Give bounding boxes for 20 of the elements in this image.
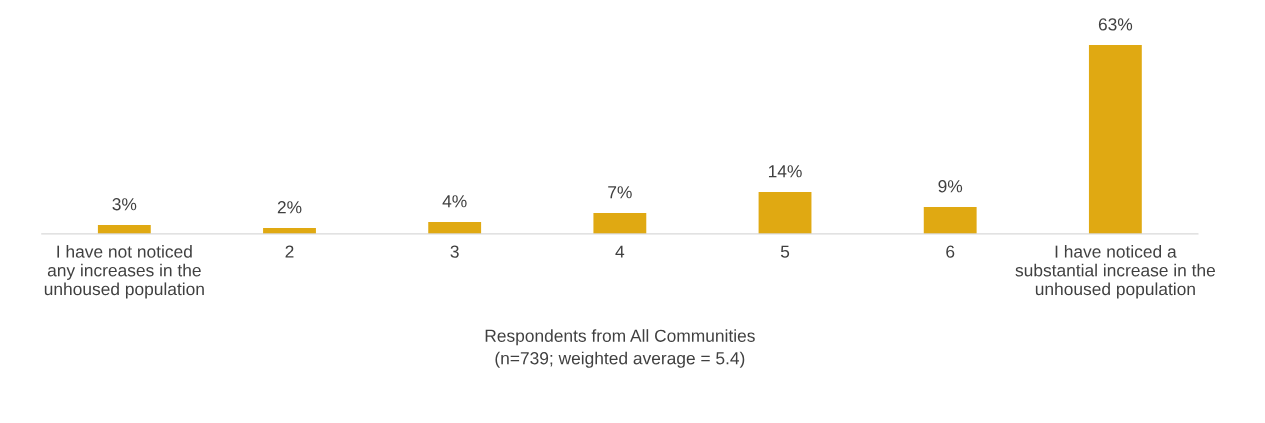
bar (593, 212, 647, 234)
x-tick-label: 2 (285, 245, 294, 258)
bar (923, 206, 977, 234)
x-tick-label: I have noticed a substantial increase in the unhoused population (1015, 245, 1215, 299)
data-label: 63% (1098, 18, 1133, 31)
x-tick-label: I have not noticed any increases in the unhoused population (44, 245, 204, 299)
data-label: 14% (768, 165, 802, 178)
data-label: 2% (277, 201, 302, 214)
x-tick-label: 5 (780, 245, 790, 258)
bar (428, 221, 482, 234)
bar (758, 191, 812, 234)
x-tick-label: 6 (946, 245, 955, 258)
data-label: 7% (608, 186, 632, 199)
data-label: 3% (112, 198, 137, 211)
data-label: 9% (938, 180, 963, 193)
x-tick-label: 3 (450, 245, 459, 258)
data-label: 4% (442, 195, 467, 208)
x-axis-title: Respondents from All Communities (n=739; weighted average = 5.4) (485, 329, 755, 368)
x-tick-label: 4 (615, 245, 625, 258)
bar (1088, 45, 1142, 234)
